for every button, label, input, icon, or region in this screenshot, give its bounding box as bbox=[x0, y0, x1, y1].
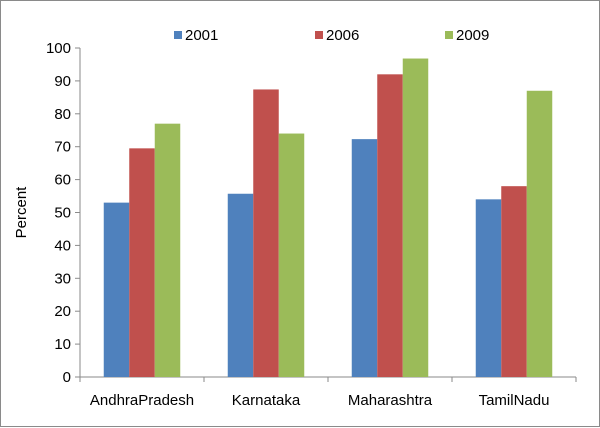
y-tick-label: 60 bbox=[54, 172, 71, 189]
bar-2009-Maharashtra bbox=[402, 58, 429, 377]
y-tick-labels: 0 10 20 30 40 50 60 70 80 90 100 bbox=[46, 40, 71, 386]
y-tick-label: 70 bbox=[54, 139, 71, 156]
legend-label-2006: 2006 bbox=[326, 27, 359, 44]
y-tick-label: 80 bbox=[54, 106, 71, 123]
category-label: Maharashtra bbox=[348, 392, 433, 409]
bar-2009-TamilNadu bbox=[526, 90, 553, 378]
y-tick-label: 100 bbox=[46, 40, 71, 57]
bar-2009-AndhraPradesh bbox=[154, 123, 181, 377]
legend-swatch-2001 bbox=[174, 31, 182, 39]
bar-2006-TamilNadu bbox=[501, 186, 527, 377]
category-label: TamilNadu bbox=[479, 392, 550, 409]
legend-label-2001: 2001 bbox=[185, 27, 218, 44]
y-tick-label: 50 bbox=[54, 205, 71, 222]
y-tick-label: 40 bbox=[54, 237, 71, 254]
y-tick-label: 20 bbox=[54, 303, 71, 320]
bar-2001-TamilNadu bbox=[475, 199, 502, 377]
bar-2001-Karnataka bbox=[227, 193, 254, 377]
y-tick-label: 10 bbox=[54, 336, 71, 353]
bar-2001-Maharashtra bbox=[351, 139, 378, 377]
y-tick-label: 90 bbox=[54, 73, 71, 90]
y-tick-label: 0 bbox=[63, 369, 71, 386]
bar-2001-AndhraPradesh bbox=[103, 202, 130, 377]
category-label: Karnataka bbox=[232, 392, 301, 409]
bar-2006-Karnataka bbox=[253, 89, 279, 377]
category-labels: AndhraPradesh Karnataka Maharashtra TamilNa… bbox=[90, 392, 550, 409]
bar-2006-Maharashtra bbox=[377, 74, 403, 377]
legend-swatch-2006 bbox=[315, 31, 323, 39]
category-label: AndhraPradesh bbox=[90, 392, 194, 409]
y-tick-label: 30 bbox=[54, 270, 71, 287]
legend-swatch-2009 bbox=[445, 31, 453, 39]
bars bbox=[103, 58, 553, 378]
legend-label-2009: 2009 bbox=[456, 27, 489, 44]
bar-2009-Karnataka bbox=[278, 133, 305, 377]
bar-2006-AndhraPradesh bbox=[129, 148, 155, 377]
legend: 2001 2006 2009 bbox=[174, 27, 489, 44]
y-axis-title: Percent bbox=[13, 186, 30, 239]
